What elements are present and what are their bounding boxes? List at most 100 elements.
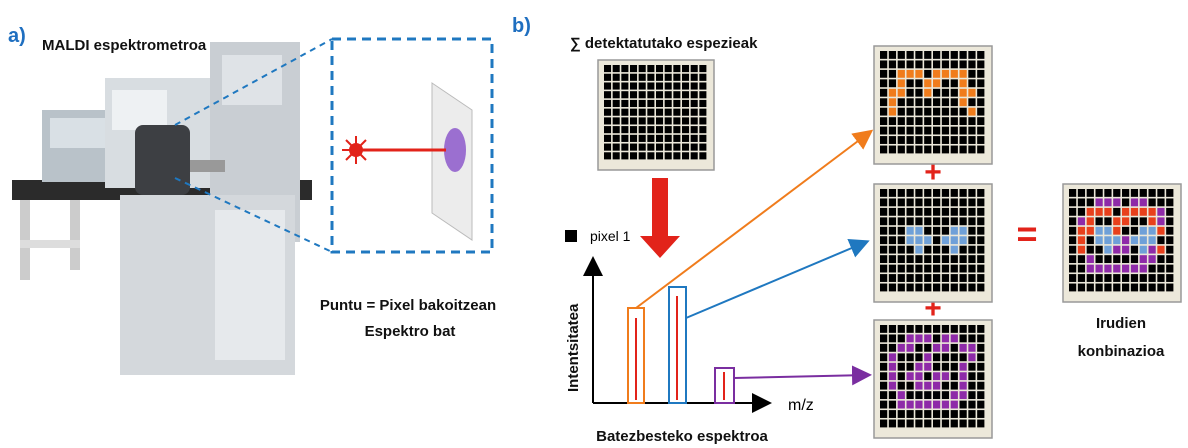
pixel: [1096, 227, 1103, 235]
pixel: [977, 189, 984, 197]
pixel: [621, 135, 628, 142]
pixel: [907, 353, 914, 361]
pixel: [942, 198, 949, 206]
pixel: [933, 208, 940, 216]
pixel: [942, 265, 949, 273]
pixel: [682, 144, 689, 151]
pixel: [960, 363, 967, 371]
pixel: [951, 227, 958, 235]
pixel: [960, 391, 967, 399]
pixel: [942, 70, 949, 78]
pixel: [1096, 217, 1103, 225]
pixel: [880, 60, 887, 68]
pixel: [915, 410, 922, 418]
pixel: [1122, 236, 1129, 244]
pixel: [665, 65, 672, 72]
pixel: [699, 82, 706, 89]
pixel: [933, 89, 940, 97]
panel-label: a): [8, 25, 26, 47]
pixel: [951, 236, 958, 244]
pixel: [951, 391, 958, 399]
pixel: [898, 246, 905, 254]
pixel: [915, 189, 922, 197]
pixel: [898, 208, 905, 216]
pixel: [639, 82, 646, 89]
pixel: [977, 410, 984, 418]
pixel: [1166, 236, 1173, 244]
pixel: [951, 217, 958, 225]
pixel: [915, 227, 922, 235]
pixel: [889, 372, 896, 380]
pixel: [968, 246, 975, 254]
pixel: [647, 100, 654, 107]
pixel: [977, 208, 984, 216]
pixel: [907, 117, 914, 125]
pixel: [682, 91, 689, 98]
pixel: [889, 353, 896, 361]
pixel: [977, 70, 984, 78]
pixel: [880, 227, 887, 235]
pixel: [915, 89, 922, 97]
pixel: [942, 363, 949, 371]
pixel: [960, 98, 967, 106]
pixel: [889, 265, 896, 273]
pixel: [1087, 265, 1094, 273]
pixel: [942, 255, 949, 263]
panel-title: ∑ detektatutako espezieak: [570, 35, 758, 52]
pixel: [1157, 265, 1164, 273]
pixel: [1087, 189, 1094, 197]
pixel: [898, 265, 905, 273]
pixel: [915, 236, 922, 244]
pixel: [1166, 198, 1173, 206]
pixel: [924, 70, 931, 78]
pixel: [673, 117, 680, 124]
pixel: [924, 325, 931, 333]
pixel: [960, 127, 967, 135]
pixel: [977, 236, 984, 244]
pixel: [1104, 274, 1111, 282]
pixel: [880, 236, 887, 244]
panel-title: MALDI espektrometroa: [42, 37, 207, 54]
pixel: [968, 401, 975, 409]
pixel: [960, 344, 967, 352]
pixel: [1140, 274, 1147, 282]
pixel: [1096, 255, 1103, 263]
pixel: [673, 91, 680, 98]
pixel: [977, 146, 984, 154]
pixel: [1113, 255, 1120, 263]
pixel: [682, 117, 689, 124]
pixel: [604, 82, 611, 89]
pixel: [889, 79, 896, 87]
pixel: [924, 265, 931, 273]
pixel: [1149, 189, 1156, 197]
pixel: [942, 274, 949, 282]
pixel: [889, 420, 896, 428]
pixel: [951, 117, 958, 125]
pixel: [933, 325, 940, 333]
pixel: [699, 135, 706, 142]
pixel: [889, 108, 896, 116]
pixel: [1096, 284, 1103, 292]
pixel: [665, 135, 672, 142]
pixel: [1131, 227, 1138, 235]
pixel: [1149, 274, 1156, 282]
pixel: [951, 98, 958, 106]
pixel: [889, 236, 896, 244]
pixel: [960, 189, 967, 197]
pixel: [1140, 284, 1147, 292]
pixel: [682, 152, 689, 159]
down-arrow: [640, 178, 680, 258]
pixel: [1157, 198, 1164, 206]
pixel: [699, 65, 706, 72]
pixel: [942, 391, 949, 399]
pixel: [907, 79, 914, 87]
pixel: [1078, 284, 1085, 292]
pixel: [604, 152, 611, 159]
pixel: [933, 274, 940, 282]
pixel: [880, 325, 887, 333]
pixel: [907, 274, 914, 282]
pixel: [647, 109, 654, 116]
pixel: [968, 334, 975, 342]
pixel: [907, 236, 914, 244]
pixel: [977, 344, 984, 352]
